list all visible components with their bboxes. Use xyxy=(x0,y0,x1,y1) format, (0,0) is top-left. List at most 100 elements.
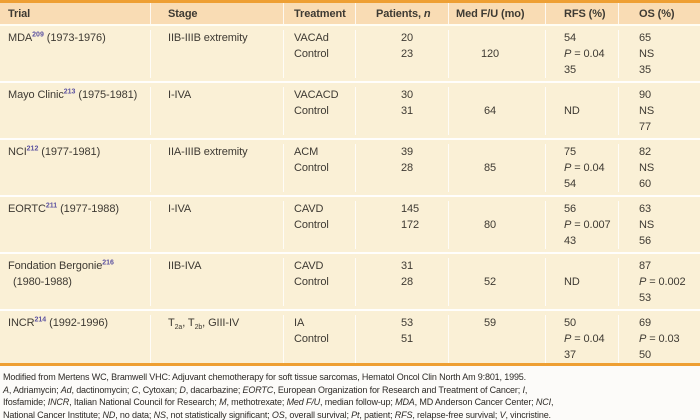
fu-value: 52 xyxy=(483,276,497,288)
p-value-symbol: P xyxy=(564,162,572,174)
fu-value: 120 xyxy=(480,48,500,60)
cell-patients: 39 28 xyxy=(355,144,448,192)
cell-patients: 145 172 xyxy=(355,201,448,249)
os-value: 50 xyxy=(639,349,652,361)
os-value: 35 xyxy=(639,64,652,76)
trial-name: INCR214 (1992-1996) xyxy=(8,316,108,329)
reference-superscript: 216 xyxy=(102,259,114,267)
reference-superscript: 212 xyxy=(26,145,39,153)
footnote-line: Modified from Mertens WC, Bramwell VHC: … xyxy=(3,372,527,382)
cell-os: 69 P = 0.03 50 xyxy=(618,315,700,363)
cell-os: 65 NS 35 xyxy=(618,30,700,78)
fu-value xyxy=(449,347,545,363)
patients-value xyxy=(401,176,448,192)
italic-text: D xyxy=(179,384,186,395)
rfs-value xyxy=(564,258,618,274)
cell-treatment: CAVD Control xyxy=(283,201,355,249)
cell-treatment: ACM Control xyxy=(283,144,355,192)
os-value: P = 0.002 xyxy=(639,276,686,288)
trial-row: MDA209 (1973-1976) IIB-IIIB extremity VACA… xyxy=(0,26,700,81)
cell-patients: 30 31 xyxy=(355,87,448,135)
treatment-value xyxy=(294,290,355,306)
trial-row: NCI212 (1977-1981) IIA-IIIB extremity ACM C… xyxy=(0,138,700,195)
stage-value: I-IVA xyxy=(168,89,192,101)
rfs-value: ND xyxy=(564,105,580,117)
cell-stage: I-IVA xyxy=(150,201,283,249)
fu-value xyxy=(449,233,545,249)
rfs-value: 37 xyxy=(564,349,577,361)
cell-trial: EORTC211 (1977-1988) xyxy=(0,201,150,249)
cell-fu: 120 xyxy=(448,30,545,78)
cell-trial: NCI212 (1977-1981) xyxy=(0,144,150,192)
patients-value: 31 xyxy=(401,260,414,272)
os-value: 53 xyxy=(639,292,652,304)
cell-os: 82 NS 60 xyxy=(618,144,700,192)
treatment-value: Control xyxy=(294,162,329,174)
trial-name: MDA209 (1973-1976) xyxy=(8,31,106,44)
treatment-value: ACM xyxy=(294,146,319,158)
rfs-value: 50 xyxy=(564,317,577,329)
cell-rfs: 50 P = 0.04 37 xyxy=(545,315,618,363)
treatment-value: Control xyxy=(294,219,329,231)
cell-fu: 64 xyxy=(448,87,545,135)
cell-stage: IIB-IIIB extremity xyxy=(150,30,283,78)
cell-treatment: VACAd Control xyxy=(283,30,355,78)
cell-treatment: VACACD Control xyxy=(283,87,355,135)
italic-text: NCI xyxy=(535,397,551,407)
treatment-value: CAVD xyxy=(294,203,324,215)
treatment-value xyxy=(294,176,355,192)
patients-value xyxy=(401,347,448,363)
table-body: MDA209 (1973-1976) IIB-IIIB extremity VACA… xyxy=(0,26,700,363)
treatment-value xyxy=(294,62,355,78)
patients-value: 30 xyxy=(401,89,414,101)
subscript: 2a xyxy=(174,324,183,332)
rfs-value: P = 0.04 xyxy=(564,48,605,60)
cell-patients: 20 23 xyxy=(355,30,448,78)
patients-value: 51 xyxy=(401,333,414,345)
fu-value xyxy=(449,144,545,160)
p-value-symbol: P xyxy=(564,333,572,345)
cell-os: 87 P = 0.002 53 xyxy=(618,258,700,306)
os-value: NS xyxy=(639,219,655,231)
italic-text: Ad xyxy=(60,384,72,395)
footnote-line: Ifosfamide; INCR, Italian National Counc… xyxy=(3,397,554,407)
italic-text: OS xyxy=(271,409,285,420)
patients-value: 28 xyxy=(401,276,414,288)
cell-patients: 53 51 xyxy=(355,315,448,363)
os-value: 69 xyxy=(639,317,652,329)
rfs-value: P = 0.007 xyxy=(564,219,611,231)
trial-name: Fondation Bergonie216 xyxy=(8,259,114,272)
fu-value xyxy=(449,331,545,347)
subscript: 2b xyxy=(194,324,203,332)
reference-superscript: 214 xyxy=(34,316,47,324)
cell-os: 63 NS 56 xyxy=(618,201,700,249)
cell-trial: MDA209 (1973-1976) xyxy=(0,30,150,78)
trial-row: INCR214 (1992-1996) T2a, T2b, GIII-IV IA Co… xyxy=(0,309,700,366)
fu-value xyxy=(449,119,545,135)
fu-value xyxy=(449,258,545,274)
italic-text: INCR xyxy=(47,397,70,407)
treatment-value: IA xyxy=(294,317,305,329)
column-header-stage: Stage xyxy=(150,3,283,24)
fu-value xyxy=(449,87,545,103)
rfs-value xyxy=(564,119,618,135)
italic-text: RFS xyxy=(394,409,413,420)
patients-value: 39 xyxy=(401,146,414,158)
patients-value xyxy=(401,233,448,249)
column-header-rfs: RFS (%) xyxy=(545,3,618,24)
italic-text: Med F/U xyxy=(286,397,321,407)
fu-value xyxy=(449,30,545,46)
treatment-value: VACACD xyxy=(294,89,339,101)
cell-rfs: ND xyxy=(545,87,618,135)
table-top-border xyxy=(0,0,700,3)
cell-stage: IIA-IIIB extremity xyxy=(150,144,283,192)
italic-text: ND xyxy=(102,409,116,420)
treatment-value: Control xyxy=(294,276,329,288)
os-value: NS xyxy=(639,162,655,174)
treatment-value: Control xyxy=(294,105,329,117)
treatment-value: Control xyxy=(294,48,329,60)
p-value-symbol: P xyxy=(564,219,572,231)
os-value: NS xyxy=(639,105,655,117)
trial-row: Mayo Clinic213 (1975-1981) I-IVA VACACD Con… xyxy=(0,81,700,138)
